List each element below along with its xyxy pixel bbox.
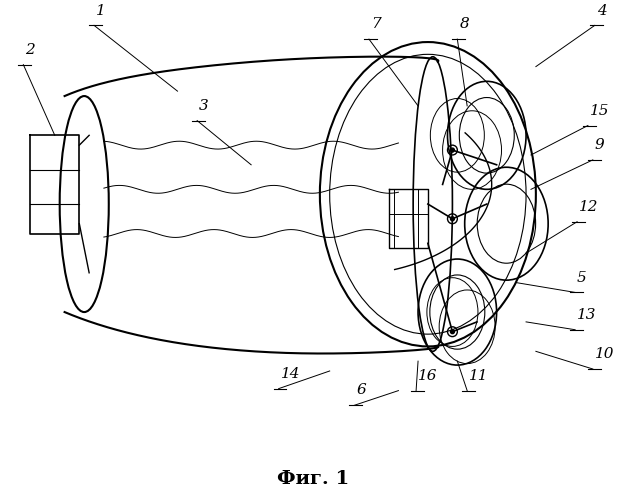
Text: Фиг. 1: Фиг. 1: [277, 470, 349, 488]
Text: 12: 12: [579, 200, 598, 214]
Circle shape: [451, 330, 454, 334]
Text: 10: 10: [595, 347, 614, 361]
Circle shape: [451, 217, 454, 220]
Text: 13: 13: [577, 308, 597, 322]
Text: 6: 6: [356, 384, 366, 398]
Text: 16: 16: [418, 369, 438, 383]
Text: 14: 14: [280, 367, 300, 381]
Text: 2: 2: [25, 43, 35, 57]
Text: 8: 8: [459, 18, 469, 32]
Text: 9: 9: [595, 138, 605, 152]
Text: 5: 5: [577, 270, 587, 284]
Text: 15: 15: [590, 104, 609, 118]
Text: 11: 11: [469, 369, 489, 383]
Circle shape: [451, 148, 454, 152]
Text: 4: 4: [597, 4, 607, 18]
Text: 3: 3: [199, 98, 209, 112]
Text: 1: 1: [96, 4, 106, 18]
Text: 7: 7: [371, 18, 381, 32]
